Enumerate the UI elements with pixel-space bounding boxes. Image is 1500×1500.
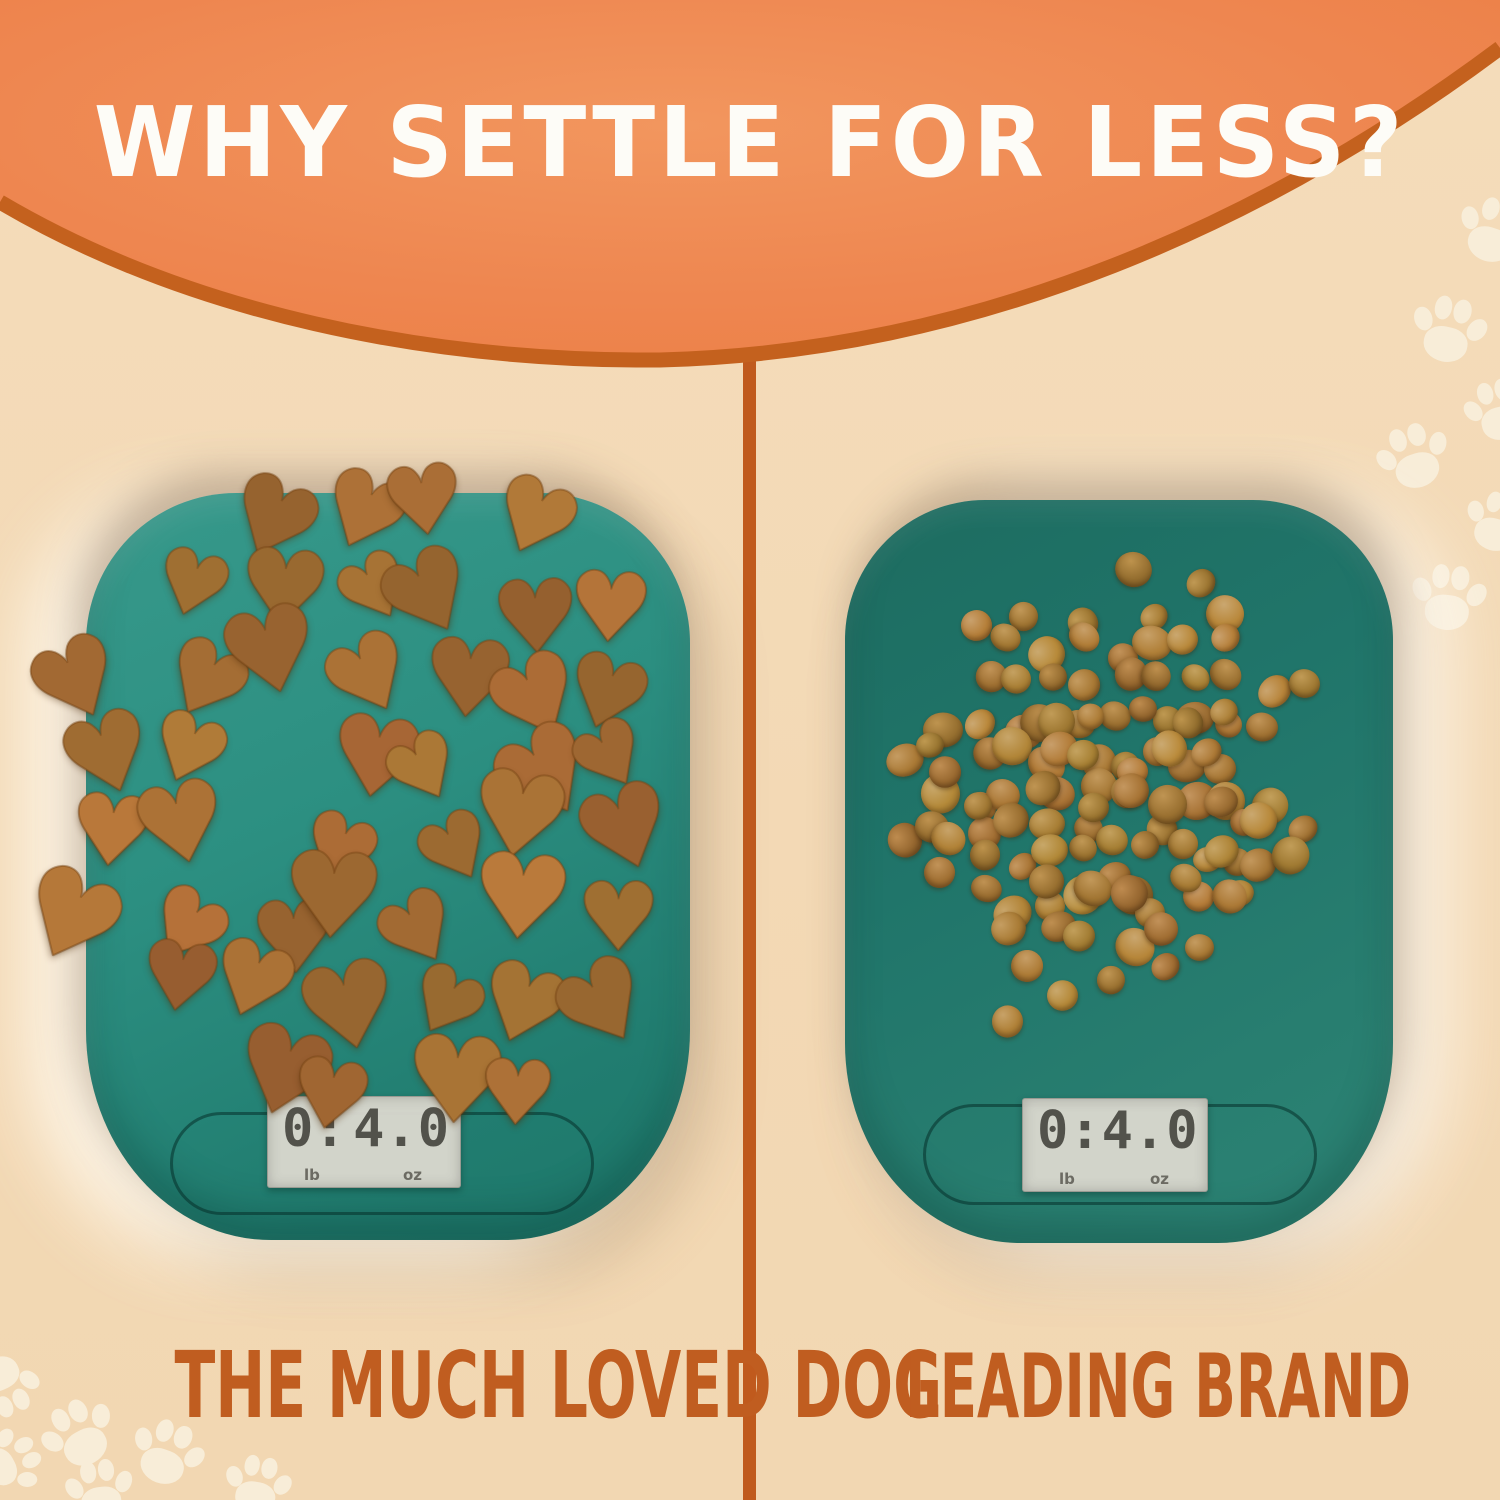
divider-line [743,352,756,1500]
paw-toe [259,1456,279,1481]
paw-print-icon [1461,488,1500,560]
paw-print-icon [1372,419,1455,500]
right-product-label: LEADING BRAND [905,1335,1412,1438]
paw-toe [1426,430,1448,457]
paw-toe [242,1453,262,1478]
left-product-label: THE MUCH LOVED DOG [174,1332,943,1439]
headline: WHY SETTLE FOR LESS? [93,86,1407,199]
header-ribbon-shape [0,0,1500,368]
right-lcd-pounds-unit: lb [1059,1170,1075,1188]
paw-print-icon [1408,563,1491,637]
header-ribbon: WHY SETTLE FOR LESS? [0,0,1500,400]
paw-toe [1404,421,1429,449]
left-lcd-digits: 0: 4.0 [268,1097,460,1155]
paw-toe [1430,563,1451,589]
left-scale: 0: 4.0 lb oz [86,493,690,1240]
paw-toe [96,1458,116,1482]
right-lcd-digits: 0: 4.0 [1023,1099,1207,1157]
left-lcd-pounds-unit: lb [304,1166,320,1184]
paw-print-icon [223,1453,296,1500]
paw-toe [17,1472,38,1488]
right-lcd-ounces-value: 4.0 [1101,1101,1199,1161]
left-lcd-units: lb oz [268,1166,460,1187]
paw-print-icon [0,1344,44,1424]
paw-toe [78,1460,98,1485]
left-scale-lcd: 0: 4.0 lb oz [267,1096,461,1188]
right-lcd-ounces-unit: oz [1149,1170,1169,1188]
right-lcd-pounds-value: 0: [1037,1101,1102,1161]
right-scale: 0: 4.0 lb oz [845,500,1393,1243]
paw-toe [37,1427,67,1456]
left-lcd-ounces-unit: oz [402,1166,422,1184]
right-scale-lcd: 0: 4.0 lb oz [1022,1098,1208,1192]
left-lcd-pounds-value: 0: [282,1099,347,1159]
paw-toe [1450,565,1471,591]
left-lcd-ounces-value: 4.0 [353,1099,450,1159]
paw-pad [1422,592,1471,633]
paw-toe [92,1403,110,1428]
paw-print-icon [61,1458,136,1500]
right-lcd-units: lb oz [1023,1170,1207,1191]
paw-toe [1484,489,1500,515]
